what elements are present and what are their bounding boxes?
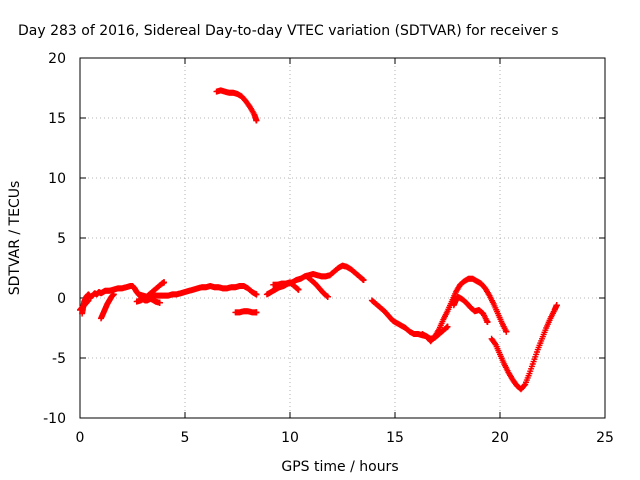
data-point — [521, 382, 528, 389]
data-point — [443, 324, 450, 331]
data-point — [253, 291, 260, 298]
data-point — [503, 328, 510, 335]
data-point — [253, 117, 260, 124]
x-tick-label: 20 — [491, 430, 509, 446]
chart-title: Day 283 of 2016, Sidereal Day-to-day VTE… — [18, 23, 559, 39]
data-point — [253, 309, 260, 316]
data-point — [295, 286, 302, 293]
y-axis-label: SDTVAR / TECUs — [7, 181, 23, 296]
x-tick-label: 0 — [76, 430, 85, 446]
y-tick-label: -5 — [52, 351, 66, 367]
y-tick-label: 10 — [48, 171, 66, 187]
plot-frame — [79, 57, 606, 419]
data-point — [85, 297, 92, 304]
x-tick-label: 25 — [596, 430, 614, 446]
data-point — [323, 293, 330, 300]
y-tick-label: 15 — [48, 111, 66, 127]
data-points — [77, 87, 560, 393]
data-point — [161, 279, 167, 286]
grid-lines — [80, 58, 605, 418]
data-point — [156, 299, 163, 306]
y-tick-label: 0 — [57, 291, 66, 307]
x-tick-label: 5 — [181, 430, 190, 446]
data-point — [491, 340, 498, 347]
data-point — [360, 277, 367, 283]
y-tick-label: -10 — [43, 411, 66, 427]
data-point — [324, 293, 331, 300]
x-tick-label: 15 — [386, 430, 404, 446]
data-point — [294, 285, 301, 292]
x-tick-label: 10 — [281, 430, 299, 446]
x-axis-label: GPS time / hours — [281, 459, 398, 475]
data-point — [444, 323, 451, 330]
data-point — [110, 291, 117, 298]
y-tick-label: 20 — [48, 51, 66, 67]
y-tick-label: 5 — [57, 231, 66, 247]
data-point — [359, 276, 366, 283]
data-point — [484, 319, 491, 325]
data-point — [553, 302, 560, 309]
axis-ticks: 0 5 10 15 20 25 -10 -5 0 5 10 15 20 — [43, 51, 614, 446]
